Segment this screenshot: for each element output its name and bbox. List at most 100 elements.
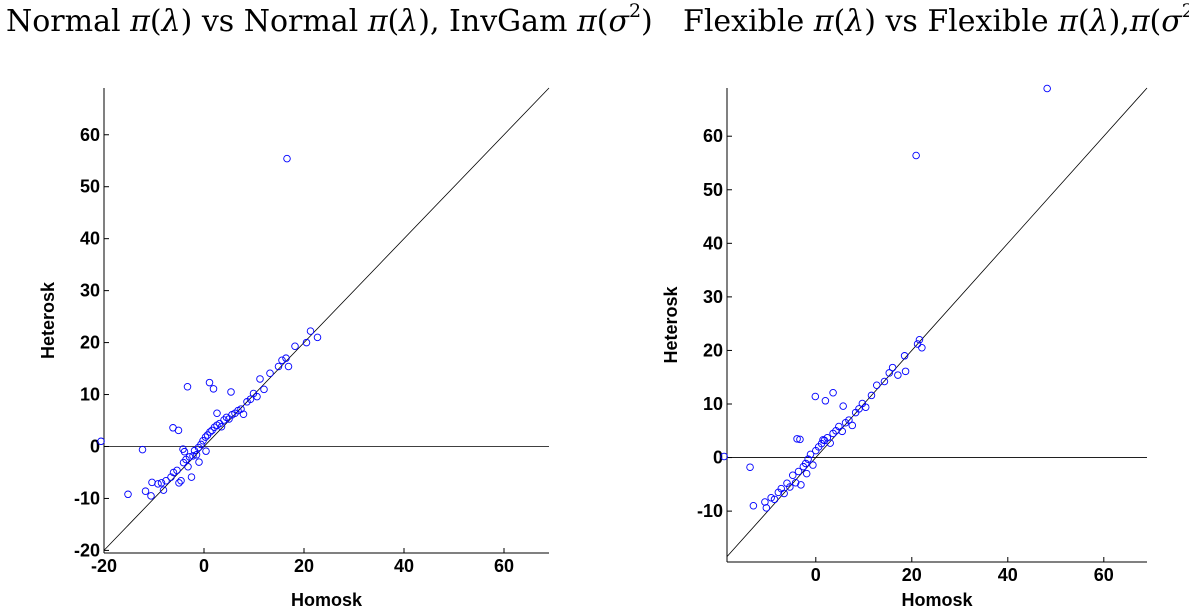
y-tick-label: 60 (80, 125, 100, 145)
data-point (97, 437, 105, 446)
data-point (183, 382, 192, 391)
x-axis-label: Homosk (901, 590, 973, 608)
scatter-panel-left: -20 0 20 40 60 -20 -10 0 10 20 30 40 50 60 Homosk Heter… (38, 87, 550, 608)
data-point (793, 435, 801, 443)
x-tick-label: 20 (902, 565, 922, 585)
data-point (313, 333, 322, 342)
y-tick-label: 20 (703, 340, 723, 360)
x-tick-label: 60 (494, 556, 514, 576)
data-point (197, 440, 205, 449)
data-point (173, 466, 181, 475)
data-point (239, 410, 248, 419)
data-point (819, 436, 827, 444)
x-tick-label: 40 (998, 565, 1018, 585)
data-point (802, 469, 811, 478)
data-point (762, 504, 771, 512)
data-point (918, 344, 926, 352)
data-point (901, 367, 910, 376)
y-tick-label: -20 (74, 540, 100, 560)
data-point (789, 471, 797, 479)
data-point (148, 478, 156, 487)
data-point (185, 453, 194, 461)
data-point (180, 447, 189, 456)
data-point (888, 363, 897, 372)
data-point (855, 405, 863, 413)
data-point (845, 416, 853, 424)
data-point (838, 427, 846, 436)
data-point (797, 481, 805, 489)
x-tick-label: 0 (811, 565, 821, 585)
data-point (260, 385, 268, 394)
data-point (806, 450, 815, 459)
data-point (826, 439, 834, 447)
y-tick-label: 30 (80, 281, 100, 301)
data-point (811, 392, 820, 401)
data-point (159, 486, 168, 494)
data-point (873, 381, 881, 390)
x-tick-label: 60 (1094, 565, 1114, 585)
data-point (913, 340, 922, 348)
data-point (227, 388, 235, 396)
data-point (283, 154, 291, 163)
data-point (177, 477, 185, 485)
y-axis-label: Heterosk (38, 281, 58, 359)
diagonal-reference-line (103, 87, 550, 551)
diagonal-reference-line (726, 87, 1148, 557)
data-point (829, 389, 837, 397)
data-point (894, 371, 902, 379)
data-point (786, 483, 794, 491)
data-point (154, 480, 162, 488)
data-point (867, 391, 876, 400)
data-point (780, 489, 788, 498)
data-point (189, 452, 197, 460)
data-point (821, 397, 830, 405)
data-point (187, 473, 196, 481)
data-point (900, 352, 909, 360)
data-point (147, 492, 155, 500)
chart-title-right: Flexible π(λ) vs Flexible π(λ),π(σ2) (683, 0, 1189, 40)
data-point (767, 493, 775, 502)
data-point (201, 433, 210, 441)
data-point (291, 342, 299, 350)
data-point (284, 362, 293, 371)
data-point (124, 490, 132, 499)
data-point (848, 421, 857, 430)
data-point (138, 445, 147, 454)
data-point (761, 498, 769, 506)
data-point (175, 479, 183, 487)
data-point (839, 402, 847, 410)
data-point (141, 487, 150, 495)
data-point (796, 435, 804, 444)
data-point (861, 403, 870, 411)
data-point (302, 338, 311, 347)
data-point (192, 451, 201, 459)
data-point (746, 463, 754, 471)
data-point (282, 354, 290, 362)
y-tick-label: 50 (703, 180, 723, 200)
chart-title-left: Normal π(λ) vs Normal π(λ), InvGam π(σ2) (6, 0, 653, 40)
data-point (809, 461, 817, 469)
y-tick-label: 60 (703, 126, 723, 146)
data-point (801, 459, 810, 468)
data-point (167, 473, 175, 481)
data-point (791, 478, 800, 487)
data-point (209, 385, 218, 393)
data-point (880, 377, 889, 386)
y-tick-label: 30 (703, 287, 723, 307)
data-point (202, 447, 210, 455)
data-point (794, 467, 803, 476)
y-tick-label: 0 (90, 436, 100, 456)
data-point (1043, 84, 1051, 93)
y-tick-label: 40 (80, 229, 100, 249)
y-tick-label: 0 (713, 448, 723, 468)
data-point (885, 369, 893, 377)
data-point (162, 477, 170, 485)
data-point (217, 422, 226, 431)
y-tick-label: 40 (703, 233, 723, 253)
data-point (184, 463, 192, 471)
x-tick-label: 40 (394, 556, 414, 576)
x-axis-label: Homosk (291, 590, 363, 608)
data-point (174, 426, 183, 435)
data-point (213, 409, 221, 417)
